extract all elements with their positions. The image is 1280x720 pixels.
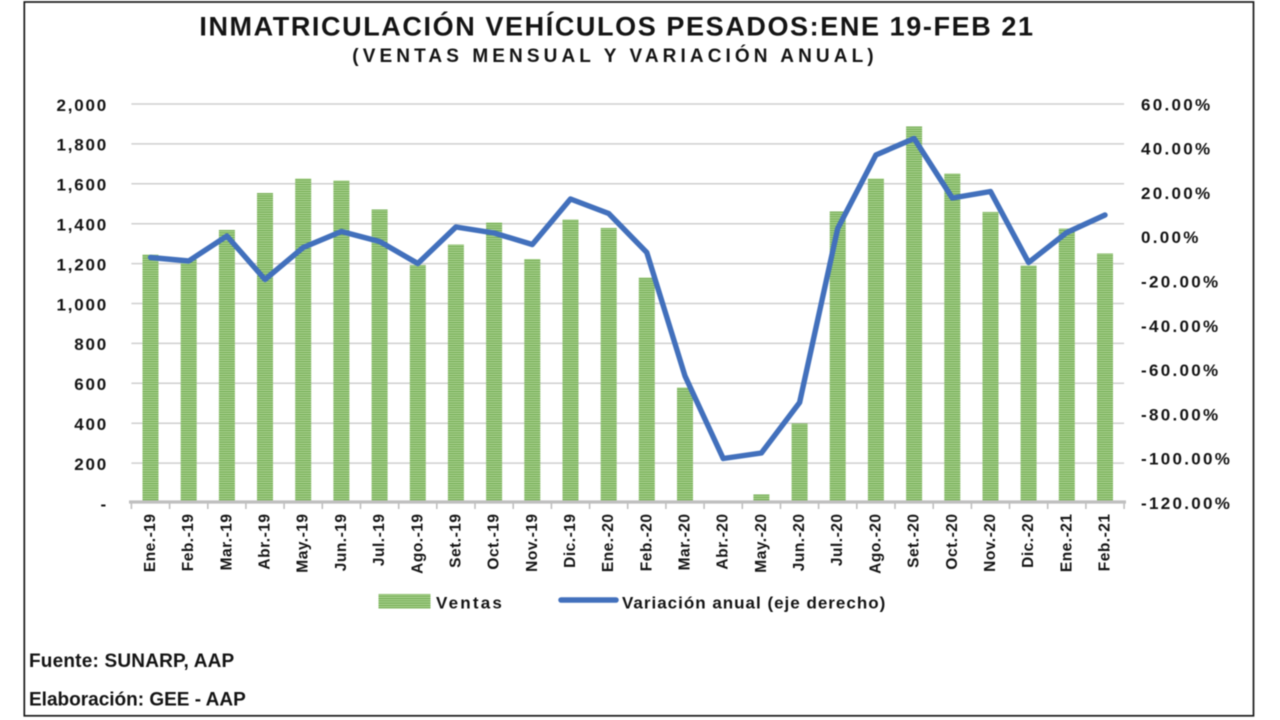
svg-text:1,200: 1,200	[56, 255, 108, 274]
svg-text:1,000: 1,000	[56, 295, 108, 314]
svg-text:1,600: 1,600	[56, 176, 108, 195]
svg-text:Feb.-20: Feb.-20	[638, 514, 655, 572]
svg-text:Ene.-20: Ene.-20	[600, 514, 617, 573]
svg-text:Ago.-20: Ago.-20	[867, 514, 884, 574]
svg-text:Ene.-21: Ene.-21	[1058, 514, 1075, 573]
svg-text:Feb.-19: Feb.-19	[180, 514, 197, 572]
svg-text:Ago.-19: Ago.-19	[409, 514, 426, 574]
svg-text:Jul.-20: Jul.-20	[829, 514, 846, 567]
svg-text:Oct.-20: Oct.-20	[944, 514, 961, 570]
svg-text:Nov.-19: Nov.-19	[524, 514, 541, 572]
svg-text:0.00%: 0.00%	[1141, 228, 1201, 247]
svg-text:1,400: 1,400	[56, 216, 108, 235]
svg-text:60.00%: 60.00%	[1141, 95, 1212, 114]
svg-text:May.-19: May.-19	[295, 514, 312, 573]
svg-text:Ventas: Ventas	[436, 594, 504, 613]
svg-text:Mar.-19: Mar.-19	[218, 514, 235, 571]
svg-text:Elaboración: GEE - AAP: Elaboración: GEE - AAP	[29, 690, 246, 711]
svg-text:600: 600	[74, 375, 108, 394]
svg-text:Dic.-19: Dic.-19	[562, 514, 579, 568]
svg-text:Fuente: SUNARP, AAP: Fuente: SUNARP, AAP	[29, 651, 235, 672]
svg-text:Abr.-19: Abr.-19	[257, 514, 274, 570]
svg-text:1,800: 1,800	[56, 136, 108, 155]
svg-text:(VENTAS MENSUAL Y VARIACIÓN AN: (VENTAS MENSUAL Y VARIACIÓN ANUAL)	[352, 45, 877, 67]
svg-text:Nov.-20: Nov.-20	[982, 514, 999, 572]
svg-text:-80.00%: -80.00%	[1141, 405, 1220, 424]
svg-text:Feb.-21: Feb.-21	[1097, 514, 1114, 572]
svg-text:Dic.-20: Dic.-20	[1020, 514, 1037, 568]
svg-text:Jul.-19: Jul.-19	[371, 514, 388, 567]
svg-text:-120.00%: -120.00%	[1141, 494, 1232, 513]
svg-text:Oct.-19: Oct.-19	[486, 514, 503, 570]
svg-text:-100.00%: -100.00%	[1141, 450, 1232, 469]
svg-text:-40.00%: -40.00%	[1141, 317, 1220, 336]
svg-text:Mar.-20: Mar.-20	[677, 514, 694, 571]
svg-text:Abr.-20: Abr.-20	[715, 514, 732, 570]
svg-text:Set.-19: Set.-19	[447, 514, 464, 568]
svg-text:-20.00%: -20.00%	[1141, 273, 1220, 292]
svg-text:INMATRICULACIÓN VEHÍCULOS PESA: INMATRICULACIÓN VEHÍCULOS PESADOS:ENE 19…	[199, 11, 1034, 42]
svg-text:800: 800	[74, 335, 108, 354]
svg-text:200: 200	[74, 455, 108, 474]
svg-text:Variación anual (eje derecho): Variación anual (eje derecho)	[622, 594, 886, 613]
svg-text:2,000: 2,000	[56, 96, 108, 115]
svg-text:Jun.-20: Jun.-20	[791, 514, 808, 572]
svg-text:May.-20: May.-20	[753, 514, 770, 573]
svg-text:20.00%: 20.00%	[1141, 184, 1212, 203]
svg-text:Jun.-19: Jun.-19	[333, 514, 350, 572]
svg-text:40.00%: 40.00%	[1141, 140, 1212, 159]
svg-text:Set.-20: Set.-20	[906, 514, 923, 568]
svg-text:-60.00%: -60.00%	[1141, 361, 1220, 380]
svg-text:-: -	[101, 495, 108, 514]
svg-text:Ene.-19: Ene.-19	[142, 514, 159, 573]
svg-text:400: 400	[74, 415, 108, 434]
